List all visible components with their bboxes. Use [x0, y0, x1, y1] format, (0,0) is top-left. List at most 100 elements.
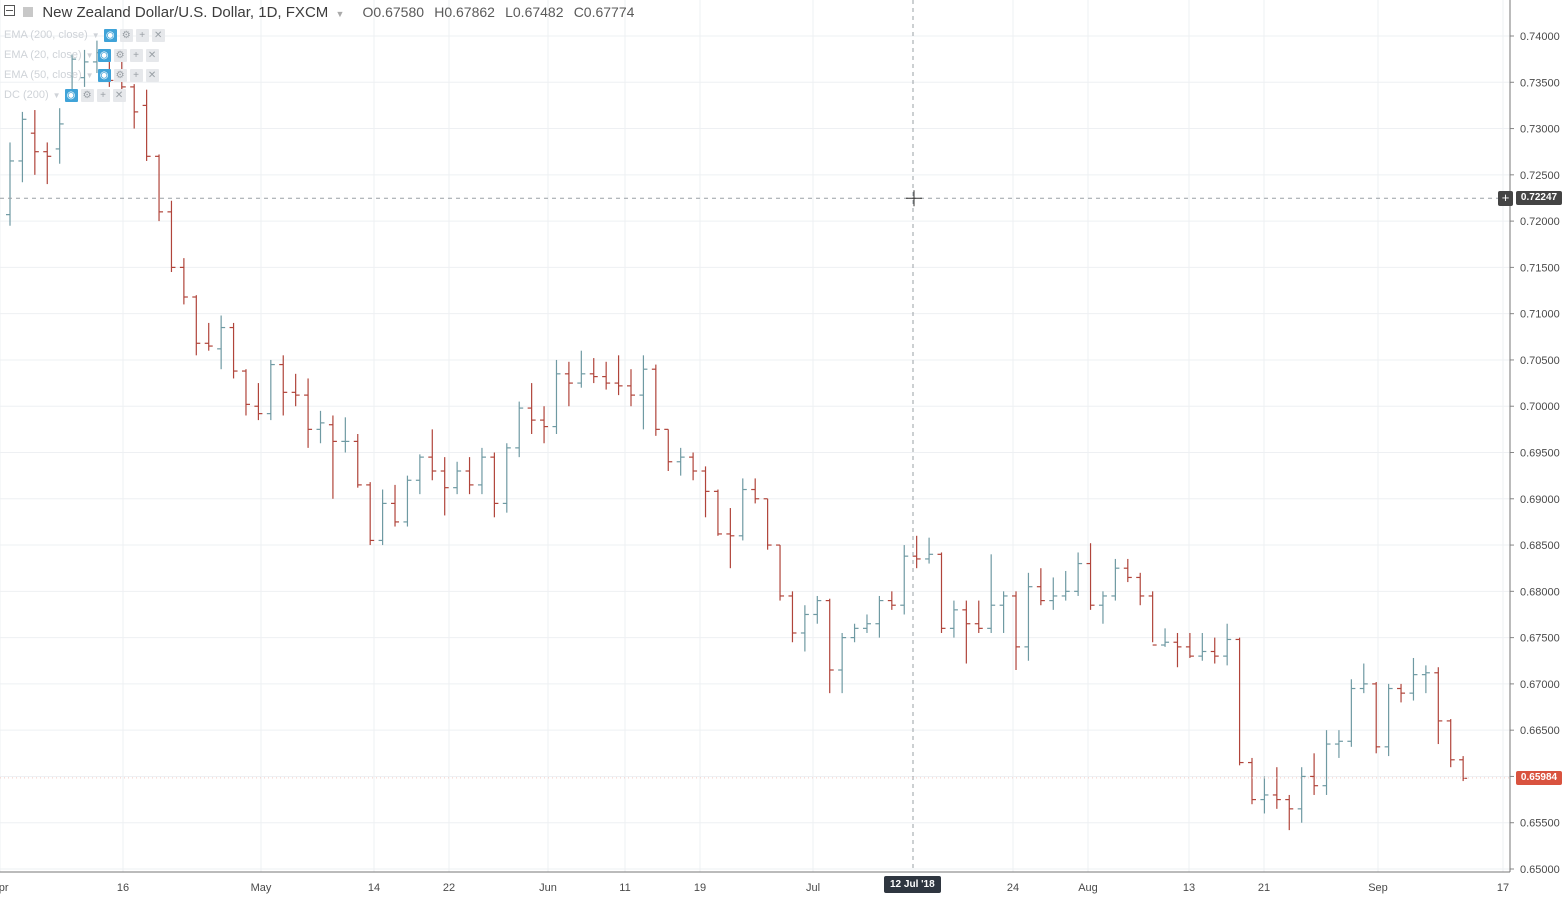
ohlc-bar	[987, 554, 996, 633]
plus-icon[interactable]: +	[129, 68, 143, 82]
grid	[0, 0, 1510, 872]
chevron-down-icon[interactable]: ▼	[91, 30, 100, 40]
plus-icon[interactable]: +	[135, 28, 149, 42]
ohlc-bar	[428, 429, 437, 481]
y-tick-label: 0.69500	[1520, 448, 1560, 460]
ohlc-bar	[850, 623, 859, 643]
ohlc-bar	[1123, 558, 1132, 583]
ohlc-bar	[962, 600, 971, 664]
y-tick-label: 0.67000	[1520, 679, 1560, 691]
ohlc-bar	[353, 433, 362, 488]
ohlc-bar	[1049, 577, 1058, 610]
gear-icon[interactable]: ⚙	[113, 48, 127, 62]
x-tick-label: 11	[619, 882, 630, 894]
ohlc-bar	[838, 632, 847, 694]
gear-icon[interactable]: ⚙	[80, 88, 94, 102]
ohlc-bar	[440, 457, 449, 516]
ohlc-bar	[130, 84, 139, 129]
ohlc-bar	[689, 452, 698, 481]
ohlc-bar	[875, 595, 884, 638]
ohlc-bar	[1434, 667, 1443, 745]
ohlc-bar	[378, 489, 387, 546]
ohlc-bar	[179, 258, 188, 305]
ohlc-bar	[1148, 591, 1157, 646]
ohlc-bar	[974, 600, 983, 633]
last-price-label: 0.65984	[1516, 770, 1562, 785]
gear-icon[interactable]: ⚙	[119, 28, 133, 42]
ohlc-bar	[713, 489, 722, 536]
y-tick-label: 0.74000	[1520, 31, 1560, 43]
ohlc-bar	[30, 110, 39, 175]
ohlc-bar	[738, 478, 747, 541]
close-icon[interactable]: ✕	[145, 48, 159, 62]
ohlc-bar	[142, 89, 151, 161]
ohlc-bar	[1223, 623, 1232, 666]
x-tick-label: 16	[117, 882, 129, 894]
indicator-label[interactable]: EMA (200, close)	[4, 29, 88, 41]
eye-icon[interactable]: ◉	[97, 68, 111, 82]
indicator-label[interactable]: DC (200)	[4, 89, 49, 101]
ohlc-bar	[825, 598, 834, 694]
ohlc-bar	[391, 484, 400, 527]
indicator-label[interactable]: EMA (20, close)	[4, 49, 82, 61]
close-icon[interactable]: ✕	[112, 88, 126, 102]
indicator-dc-200[interactable]: DC (200) ▼ ◉ ⚙ + ✕	[4, 87, 129, 103]
symbol-title[interactable]: New Zealand Dollar/U.S. Dollar, 1D, FXCM	[42, 4, 329, 21]
ohlc-bar	[167, 200, 176, 273]
eye-icon[interactable]: ◉	[64, 88, 78, 102]
eye-icon[interactable]: ◉	[97, 48, 111, 62]
chevron-down-icon[interactable]: ▼	[52, 90, 61, 100]
plus-icon[interactable]: +	[96, 88, 110, 102]
ohlc-bar	[1384, 683, 1393, 757]
ohlc-bar	[912, 535, 921, 569]
indicator-ema-50[interactable]: EMA (50, close) ▼ ◉ ⚙ + ✕	[4, 67, 162, 83]
add-alert-plus-icon[interactable]: +	[1498, 191, 1513, 207]
ohlc-bar	[266, 359, 275, 421]
x-tick-label: May	[251, 882, 272, 894]
ohlc-bar	[589, 358, 598, 384]
ohlc-bar	[1459, 756, 1468, 782]
indicator-ema-20[interactable]: EMA (20, close) ▼ ◉ ⚙ + ✕	[4, 47, 162, 63]
ohlc-bar	[1098, 591, 1107, 624]
ohlc-bar	[217, 315, 226, 370]
ohlc-bar	[937, 552, 946, 633]
ohlc-bar	[1086, 543, 1095, 610]
y-tick-label: 0.73500	[1520, 77, 1560, 89]
chevron-down-icon[interactable]: ▼	[335, 9, 345, 19]
ohlc-bar	[763, 498, 772, 550]
plus-icon[interactable]: +	[129, 48, 143, 62]
indicator-ema-200[interactable]: EMA (200, close) ▼ ◉ ⚙ + ✕	[4, 27, 168, 43]
ohlc-bar	[1297, 767, 1306, 823]
chevron-down-icon[interactable]: ▼	[85, 50, 94, 60]
x-tick-label: 17	[1497, 882, 1509, 894]
ohlc-bar	[366, 482, 375, 546]
ohlc-bar	[751, 478, 760, 504]
ohlc-bars	[6, 40, 1468, 831]
ohlc-bar	[55, 108, 64, 164]
chevron-down-icon[interactable]: ▼	[85, 70, 94, 80]
ohlc-bar	[465, 457, 474, 495]
ohlc-bar	[564, 361, 573, 407]
x-tick-label: Aug	[1078, 882, 1098, 894]
close-icon[interactable]: ✕	[151, 28, 165, 42]
ohlc-bar	[602, 361, 611, 390]
ohlc-bar	[664, 428, 673, 472]
ohlc-bar	[552, 359, 561, 434]
collapse-icon[interactable]	[4, 5, 15, 16]
gear-icon[interactable]: ⚙	[113, 68, 127, 82]
ohlc-bar	[43, 142, 52, 185]
x-tick-label: 22	[443, 882, 455, 894]
indicator-label[interactable]: EMA (50, close)	[4, 69, 82, 81]
ohlc-bar	[1334, 730, 1343, 758]
crosshair	[0, 0, 1510, 872]
x-tick-label: Sep	[1368, 882, 1388, 894]
ohlc-bar	[999, 591, 1008, 633]
ohlc-bar	[726, 508, 735, 569]
ohlc-bar	[1272, 767, 1281, 809]
ohlc-bar	[776, 544, 785, 601]
eye-icon[interactable]: ◉	[103, 28, 117, 42]
close-icon[interactable]: ✕	[145, 68, 159, 82]
x-tick-label: 24	[1007, 882, 1019, 894]
